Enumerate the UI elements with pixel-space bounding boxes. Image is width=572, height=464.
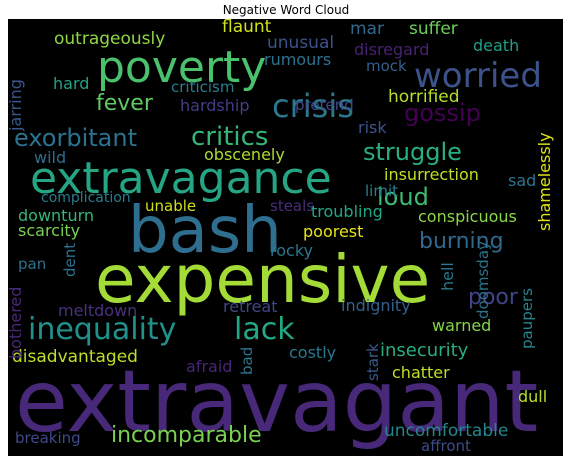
word: insecurity — [380, 340, 469, 361]
word: struggle — [363, 138, 462, 166]
word: mock — [366, 57, 407, 75]
word: steals — [270, 197, 315, 215]
word: dent — [61, 242, 79, 277]
chart-title: Negative Word Cloud — [222, 3, 350, 17]
word: uncomfortable — [384, 421, 509, 441]
word: horrified — [388, 87, 460, 107]
word: fever — [96, 91, 153, 116]
word: troubling — [311, 202, 383, 221]
word: pan — [18, 255, 47, 273]
word: indignity — [341, 296, 411, 315]
word: costly — [289, 343, 337, 362]
word: rumours — [264, 50, 332, 69]
word: poorest — [303, 222, 364, 241]
word: breaking — [15, 429, 81, 447]
word: pretend — [295, 96, 354, 114]
word: expensive — [95, 241, 431, 318]
word: extravagance — [30, 153, 332, 204]
word: hardship — [180, 96, 250, 115]
word: poverty — [97, 42, 267, 93]
word: hell — [438, 262, 457, 291]
word: unable — [145, 197, 197, 215]
word: extravagant — [15, 352, 539, 452]
word: downturn — [18, 206, 95, 225]
word: scarcity — [18, 221, 81, 240]
word: complication — [41, 190, 131, 206]
word: lack — [234, 312, 295, 347]
word: meltdown — [58, 301, 138, 320]
word: limit — [365, 182, 398, 200]
word: crisis — [272, 87, 354, 125]
word: jarring — [8, 79, 25, 131]
word: inequality — [28, 312, 177, 347]
word: loud — [377, 183, 429, 211]
word-cloud: extravagant expensive bash extravagance … — [8, 19, 563, 456]
word: insurrection — [384, 165, 479, 184]
word: wild — [34, 148, 67, 167]
word: shamelessly — [535, 132, 554, 231]
word: exorbitant — [14, 124, 137, 152]
word: unusual — [267, 33, 335, 53]
word: mar — [350, 19, 384, 39]
word: bad — [238, 346, 256, 375]
word: hard — [53, 74, 90, 93]
word: stark — [364, 343, 382, 381]
word: poor — [468, 285, 518, 310]
word: criticism — [171, 78, 235, 96]
word: gossip — [404, 99, 481, 127]
word: critics — [191, 122, 269, 152]
word: sad — [508, 171, 537, 190]
word: disregard — [354, 40, 430, 59]
word: incomparable — [111, 423, 262, 448]
word: risk — [358, 118, 387, 137]
word: disadvantaged — [12, 347, 138, 367]
word: burning — [419, 229, 504, 254]
word: rocky — [270, 241, 313, 260]
word: conspicuous — [418, 207, 517, 226]
word: obscenely — [204, 145, 285, 164]
word: bothered — [8, 286, 25, 359]
word: warned — [432, 316, 492, 335]
word: affront — [421, 437, 471, 455]
word: doomsday — [474, 241, 492, 319]
word: suffer — [409, 19, 458, 39]
word: chatter — [392, 363, 450, 382]
word: dull — [518, 387, 548, 406]
word: bash — [128, 194, 282, 268]
word: outrageously — [54, 29, 166, 49]
word: afraid — [186, 357, 233, 376]
word: paupers — [518, 288, 536, 349]
word: flaunt — [222, 19, 272, 37]
word: death — [473, 36, 520, 55]
word: worried — [414, 56, 542, 96]
word: retreat — [223, 297, 278, 316]
